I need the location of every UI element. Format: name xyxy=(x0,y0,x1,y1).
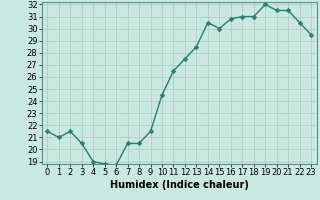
X-axis label: Humidex (Indice chaleur): Humidex (Indice chaleur) xyxy=(110,180,249,190)
